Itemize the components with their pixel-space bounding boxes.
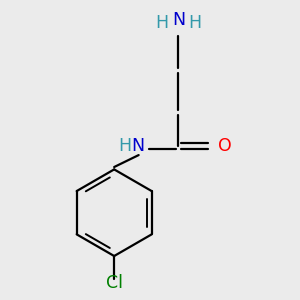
Text: N: N (131, 136, 145, 154)
Text: N: N (172, 11, 185, 29)
Text: O: O (218, 137, 232, 155)
Text: H: H (155, 14, 169, 32)
Text: H: H (118, 136, 131, 154)
Text: H: H (188, 14, 201, 32)
Text: Cl: Cl (106, 274, 123, 292)
